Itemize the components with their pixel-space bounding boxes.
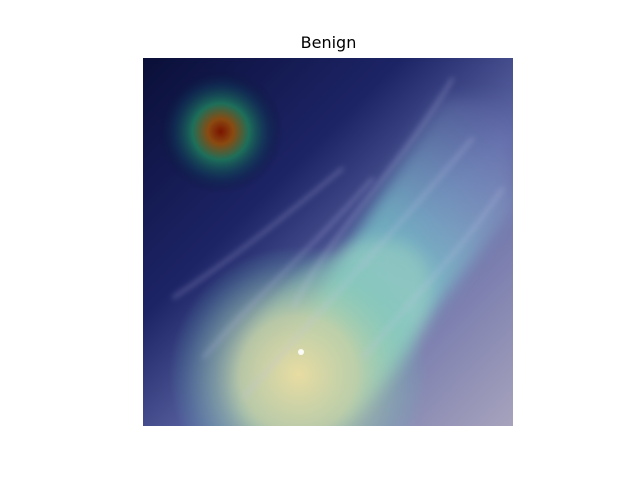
figure-title: Benign	[300, 33, 357, 52]
heatmap-overlay-image	[143, 58, 513, 426]
